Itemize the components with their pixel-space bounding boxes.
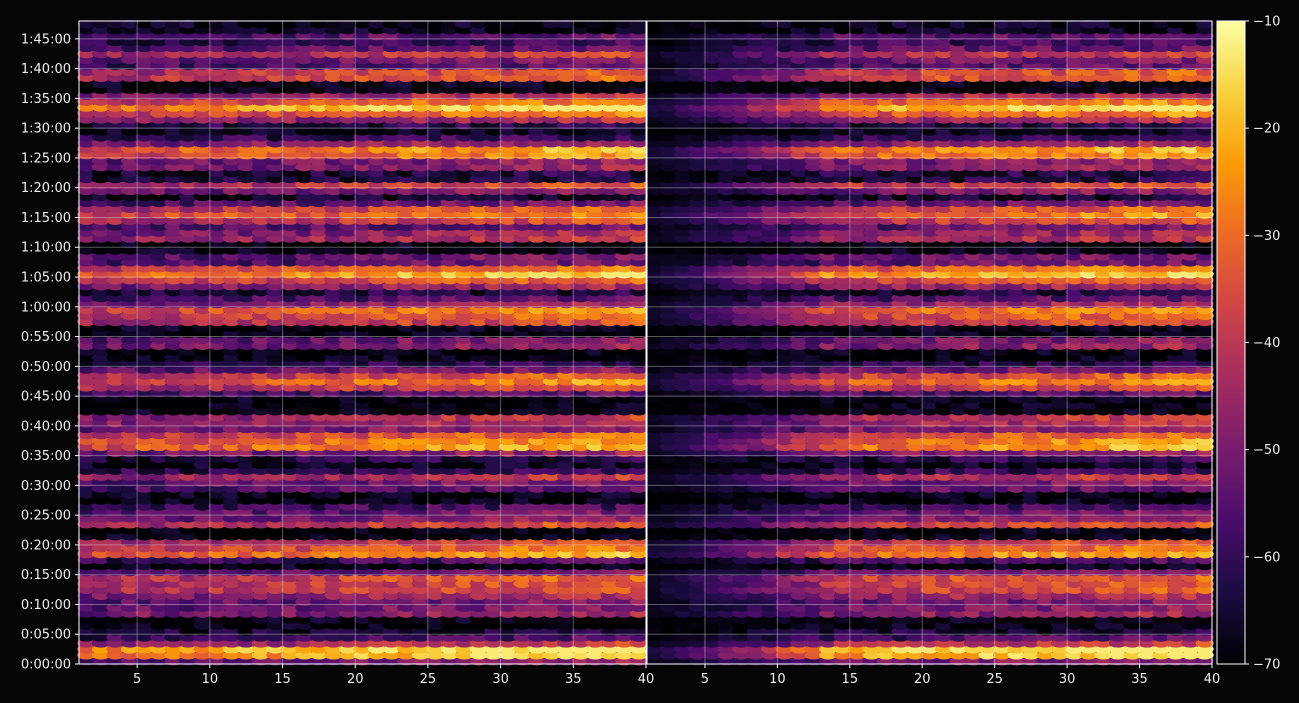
left-heatmap-cells (77, 19, 648, 666)
left-heatmap-cell (135, 19, 154, 29)
left-heatmap-cell (106, 19, 125, 29)
left-heatmap-cell (77, 19, 96, 29)
right-heatmap-cells (645, 19, 1214, 666)
left-heatmap-cell (120, 19, 139, 29)
left-heatmap-cell (91, 19, 110, 29)
